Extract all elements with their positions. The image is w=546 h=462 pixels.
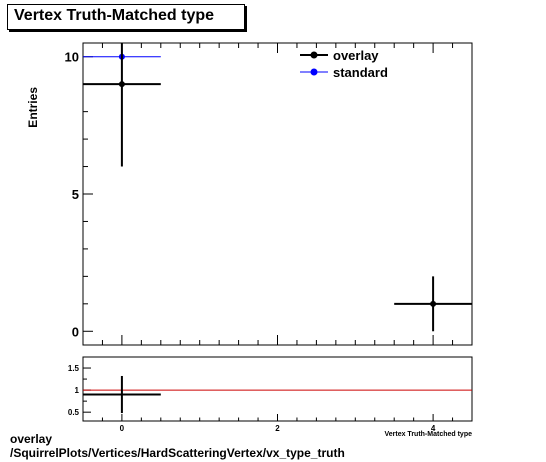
x-tick-label: 4 [431,424,436,433]
chart-title-box: Vertex Truth-Matched type [7,4,245,30]
data-point [430,300,437,307]
y-tick-label: 10 [65,50,79,65]
y-tick-label: 5 [72,187,79,202]
y-tick-label: 0 [72,324,79,339]
x-tick-label: 2 [275,424,280,433]
legend-label-overlay: overlay [333,48,379,63]
y-axis-label: Entries [26,87,40,128]
main-plot-frame [82,42,473,346]
x-tick-label: 0 [120,424,125,433]
footer-label: overlay [10,432,53,446]
ratio-y-tick-label: 1.5 [68,364,80,373]
series-overlay [83,43,472,332]
footer-path: /SquirrelPlots/Vertices/HardScatteringVe… [10,446,345,460]
ratio-y-tick-label: 1 [75,386,80,395]
ratio-plot-frame [82,356,473,422]
legend-label-standard: standard [333,65,388,80]
data-point [118,81,125,88]
ratio-y-tick-label: 0.5 [68,408,80,417]
legend-marker [310,68,318,76]
legend-marker [310,51,318,59]
x-axis-label: Vertex Truth-Matched type [384,431,472,438]
chart-title: Vertex Truth-Matched type [14,7,215,24]
